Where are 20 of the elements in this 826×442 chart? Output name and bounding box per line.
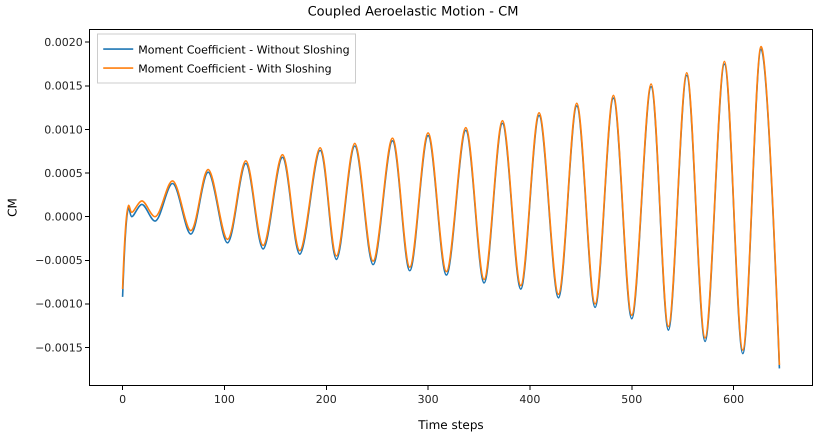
x-tick-label: 600	[723, 393, 744, 406]
x-tick-label: 400	[519, 393, 540, 406]
x-tick-label: 500	[621, 393, 642, 406]
y-tick-label: −0.0005	[35, 254, 83, 268]
y-axis-title: CM	[5, 198, 20, 217]
legend-label: Moment Coefficient - With Sloshing	[138, 62, 332, 76]
y-tick-label: −0.0015	[35, 341, 83, 354]
x-tick-label: 100	[214, 393, 235, 406]
y-tick-label: 0.0020	[44, 36, 83, 50]
x-tick-label: 0	[119, 393, 126, 406]
chart-title: Coupled Aeroelastic Motion - CM	[308, 4, 518, 20]
y-tick-label: −0.0010	[35, 298, 83, 311]
y-tick-label: 0.0015	[44, 80, 83, 93]
x-tick-label: 200	[316, 393, 337, 406]
y-tick-label: 0.0000	[44, 210, 83, 224]
legend-label: Moment Coefficient - Without Sloshing	[138, 43, 350, 56]
y-tick-label: 0.0010	[44, 123, 83, 136]
x-tick-label: 300	[418, 393, 439, 406]
y-tick-label: 0.0005	[44, 166, 83, 180]
x-axis-title: Time steps	[417, 418, 484, 432]
